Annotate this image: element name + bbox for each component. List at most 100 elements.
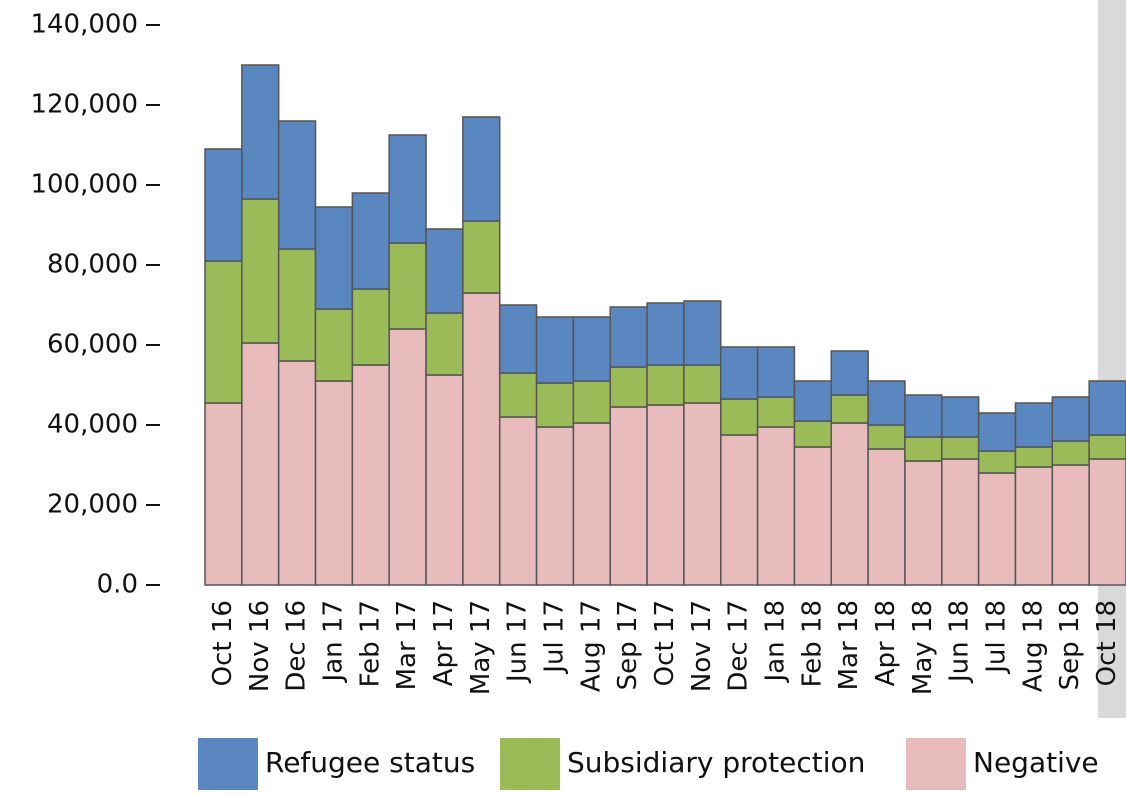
highlight-band [1098,0,1126,718]
bar-segment [756,346,796,398]
legend-label: Refugee status [265,746,475,779]
bar-segment [241,64,280,200]
x-tick-label: Feb 17 [355,600,385,687]
bar-segment [314,380,354,586]
x-tick-label: Oct 17 [650,600,680,686]
x-tick-label: Sep 18 [1055,600,1085,690]
bar-segment [756,426,796,586]
x-tick-label: Dec 17 [724,600,754,692]
bar-segment [535,426,575,586]
bar-segment [1088,380,1126,436]
bar-segment [535,382,575,428]
bar-segment [351,192,390,290]
legend-label: Subsidiary protection [567,746,865,779]
bar-segment [535,316,575,384]
bar-segment [830,422,869,586]
bar-segment [498,416,538,586]
legend: Refugee status Subsidiary protection Negat… [198,738,1099,790]
bar-segment [1051,464,1090,586]
bar-segment [793,380,833,422]
bar-segment [425,228,464,314]
x-tick-label: May 17 [466,600,496,695]
bar-segment [388,134,427,244]
x-tick-label: Jan 17 [318,600,348,683]
bar-segment [1051,396,1090,442]
bar-segment [314,206,354,310]
x-tick-label: May 18 [908,600,938,695]
legend-label: Negative [973,746,1099,779]
bar-segment [498,304,538,374]
bar-segment [572,422,611,586]
y-tick-label: 80,000 [47,250,138,280]
x-tick-label: Feb 18 [797,600,827,687]
bar-segment [941,436,980,460]
x-tick-label: Aug 18 [1018,600,1048,692]
bar-segment [1088,434,1126,460]
bar-segment [683,402,722,586]
bar-segment [277,248,317,362]
bar-segment [462,292,501,586]
bar-segment [241,342,280,586]
bar-segment [204,402,243,586]
bar-segment [1014,466,1054,586]
bar-segment [314,308,354,382]
bar-segment [830,394,869,424]
bar-segment [241,198,280,344]
bar-segment [904,460,943,586]
bar-segment [977,450,1017,474]
bar-segment [498,372,538,418]
bar-segment [1088,458,1126,586]
bar-segment [204,260,243,404]
legend-swatch [500,738,560,790]
x-tick-label: Sep 17 [613,600,643,690]
x-tick-label: Mar 17 [392,600,422,690]
x-tick-label: Apr 18 [871,600,901,686]
bar-segment [572,380,611,424]
legend-swatch [906,738,966,790]
bar-segment [941,458,980,586]
y-tick-label: 40,000 [47,410,138,440]
bar-segment [462,220,501,294]
bar-segment [1051,440,1090,466]
bar-segment [277,360,317,586]
bar-segment [609,406,648,586]
x-tick-label: Nov 16 [245,600,275,692]
x-tick-label: Apr 17 [429,600,459,686]
bar-segment [462,116,501,222]
bar-segment [609,366,648,408]
x-tick-label: Jun 18 [945,600,975,684]
x-tick-label: Jul 18 [982,600,1012,675]
bar-segment [867,448,906,586]
bar-segment [277,120,317,250]
y-tick-label: 100,000 [30,170,138,200]
bar-segment [977,472,1017,586]
x-tick-label: Dec 16 [282,600,312,692]
x-tick-label: Oct 16 [208,600,238,686]
bar-segment [425,374,464,586]
bar-segment [425,312,464,376]
bar-segment [830,350,869,396]
bar-segment [683,364,722,404]
bar-segment [977,412,1017,452]
bar-segment [683,300,722,366]
x-tick-label: Jan 18 [761,600,791,683]
legend-swatch [198,738,258,790]
bar-segment [756,396,796,428]
bar-segment [351,288,390,366]
x-tick-label: Jun 17 [503,600,533,684]
bar-segment [904,436,943,462]
bar-segment [609,306,648,368]
x-tick-label: Mar 18 [834,600,864,690]
bar-segment [867,380,906,426]
bar-segment [793,446,833,586]
bar-segment [351,364,390,586]
x-tick-label: Jul 17 [539,600,569,675]
y-tick-label: 20,000 [47,490,138,520]
bar-segment [646,302,685,366]
x-tick-label: Nov 17 [687,600,717,692]
bar-segment [720,398,759,436]
bar-segment [941,396,980,438]
bar-segment [720,346,759,400]
y-tick-label: 140,000 [30,10,138,40]
